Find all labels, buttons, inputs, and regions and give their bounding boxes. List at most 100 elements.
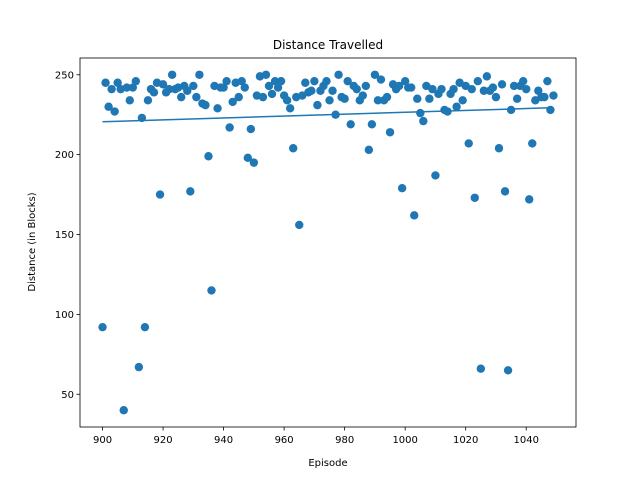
point [400, 76, 410, 86]
trend-line [102, 106, 554, 123]
chart-title: Distance Travelled [273, 38, 383, 52]
point [282, 96, 292, 105]
point [334, 70, 343, 79]
y-tick-label: 50 [61, 390, 74, 401]
point [364, 145, 374, 155]
point [522, 84, 531, 94]
plot-area [98, 70, 558, 415]
point [413, 94, 422, 103]
point [140, 322, 150, 332]
x-tick-label: 980 [335, 435, 354, 446]
point [376, 75, 386, 84]
point [358, 91, 368, 100]
point [325, 96, 334, 105]
point [479, 86, 489, 95]
x-tick-label: 900 [93, 435, 112, 446]
point [164, 84, 174, 94]
point [213, 104, 222, 113]
point [143, 96, 153, 105]
point [167, 70, 177, 79]
point [192, 92, 201, 102]
point [467, 84, 476, 94]
point [276, 76, 286, 86]
point [482, 72, 492, 81]
point [525, 195, 534, 204]
point [307, 86, 316, 95]
point [125, 96, 134, 105]
point [352, 84, 361, 94]
point [201, 100, 210, 110]
point [177, 92, 186, 102]
point [204, 152, 213, 161]
point [110, 107, 119, 116]
point [189, 81, 198, 91]
x-tick-label: 940 [214, 435, 233, 446]
point [340, 94, 349, 103]
point [243, 153, 253, 163]
x-tick-label: 1040 [513, 435, 538, 446]
point [464, 139, 473, 148]
x-tick-label: 960 [275, 435, 294, 446]
axes-frame [79, 57, 577, 428]
point [186, 187, 195, 196]
point [295, 220, 304, 230]
point [346, 120, 355, 129]
point [367, 120, 377, 129]
x-tick-label: 1020 [453, 435, 478, 446]
point [122, 83, 131, 92]
x-tick-label: 1000 [392, 435, 417, 446]
x-axis-label: Episode [308, 458, 347, 469]
point [437, 84, 446, 94]
point [488, 83, 498, 92]
point [500, 187, 510, 196]
point [431, 171, 440, 180]
point [534, 86, 543, 95]
point [518, 76, 528, 86]
point [491, 92, 501, 102]
point [240, 83, 249, 92]
point [270, 76, 280, 86]
point [104, 102, 113, 111]
point [134, 362, 144, 372]
point [113, 78, 122, 87]
point [128, 83, 138, 92]
point [407, 83, 416, 92]
point [452, 102, 461, 111]
point [540, 92, 549, 102]
point [158, 80, 168, 89]
point [234, 92, 243, 102]
point [543, 76, 552, 86]
point [361, 81, 371, 91]
point [397, 183, 407, 193]
y-tick-label: 200 [55, 150, 74, 161]
point [343, 76, 352, 86]
point [155, 190, 165, 199]
point [470, 193, 479, 202]
point [549, 91, 558, 100]
point [509, 81, 519, 91]
point [410, 211, 419, 220]
point [98, 322, 107, 332]
point [416, 108, 425, 118]
point [385, 128, 395, 137]
point [261, 70, 271, 79]
point [195, 70, 204, 79]
point [273, 83, 283, 92]
y-axis-label: Distance (in Blocks) [27, 192, 38, 291]
point [370, 70, 380, 79]
point [419, 116, 428, 126]
point [528, 139, 537, 148]
point [428, 84, 437, 94]
y-tick-label: 150 [55, 230, 74, 241]
point [373, 96, 383, 105]
point [237, 76, 246, 86]
point [228, 97, 237, 107]
point [476, 364, 486, 373]
point [225, 123, 234, 132]
point [512, 94, 522, 103]
point [449, 84, 458, 94]
point [503, 366, 513, 375]
point [246, 124, 256, 134]
y-tick-label: 100 [55, 310, 74, 321]
